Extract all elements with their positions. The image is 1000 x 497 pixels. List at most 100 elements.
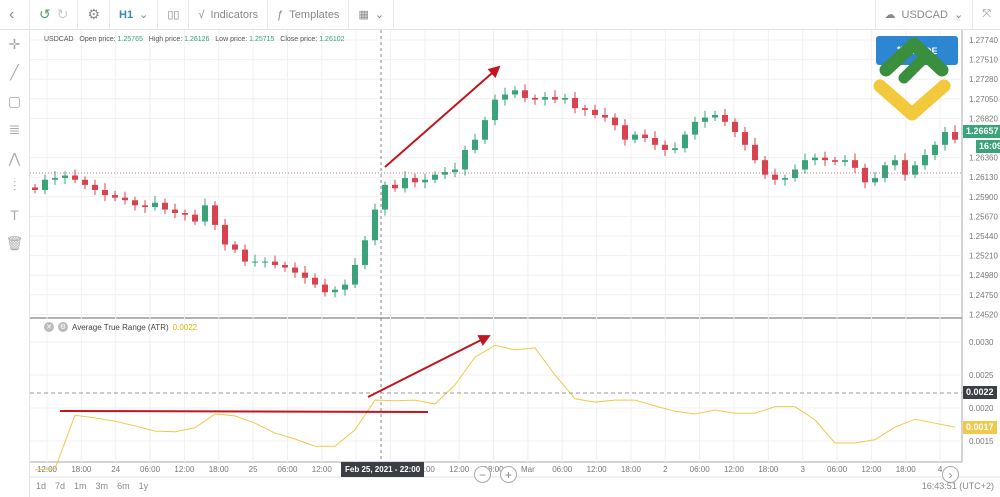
fullscreen-icon[interactable]: ⤧: [982, 8, 991, 20]
candle-up: [482, 120, 488, 140]
price-tick-label: 1.27740: [969, 36, 998, 45]
candle-down: [772, 174, 778, 180]
candle-down: [122, 197, 128, 201]
candle-up: [492, 99, 498, 121]
candle-up: [562, 97, 568, 100]
candle-up: [812, 157, 818, 161]
candle-up: [452, 169, 458, 173]
candle-up: [922, 155, 928, 166]
symbol-label: USDCAD: [901, 8, 948, 21]
close-label: Close price:: [280, 36, 318, 43]
time-tick-label: 06:00: [552, 465, 573, 474]
pitchfork-icon[interactable]: ⋀: [8, 149, 21, 166]
candle-down: [762, 160, 768, 175]
candle-down: [652, 138, 658, 145]
templates-label: Templates: [289, 8, 340, 21]
candle-up: [692, 121, 698, 135]
range-1d[interactable]: 1d: [36, 481, 47, 491]
candle-down: [412, 178, 418, 183]
candle-down: [322, 284, 328, 293]
settings-gear-icon[interactable]: ⚙: [78, 0, 111, 30]
time-tick-label: 2: [663, 465, 668, 474]
candle-down: [742, 132, 748, 145]
candle-up: [702, 117, 708, 122]
rectangle-icon[interactable]: ▢: [7, 92, 22, 109]
time-tick-label: 18:00: [484, 465, 505, 474]
symbol-dropdown[interactable]: ☁ USDCAD ⌄: [874, 0, 974, 30]
time-tick-label: 06:00: [277, 465, 298, 474]
range-1y[interactable]: 1y: [138, 481, 149, 491]
candle-up: [542, 97, 548, 100]
watermark-logo: [873, 38, 951, 121]
zoom-out-button[interactable]: −: [474, 466, 491, 483]
zoom-in-button[interactable]: +: [500, 466, 517, 483]
candle-down: [172, 209, 178, 213]
calendar-dropdown[interactable]: ▦ ⌄: [349, 0, 395, 30]
close-indicator-icon[interactable]: ✕: [44, 322, 54, 332]
cloud-icon: ☁: [884, 9, 896, 21]
channel-icon[interactable]: ⫶: [12, 178, 17, 195]
atr-tick-label: 0.0020: [969, 404, 994, 413]
price-tick-label: 1.25900: [969, 193, 998, 202]
candle-down: [72, 175, 78, 180]
indicator-value: 0.0022: [172, 322, 198, 332]
candle-down: [292, 267, 298, 273]
time-tick-label: 18:00: [71, 465, 92, 474]
time-tick-label: 12:00: [449, 465, 470, 474]
candle-down: [142, 205, 148, 208]
candle-up: [262, 261, 268, 263]
candle-up: [632, 134, 638, 140]
candle-down: [752, 144, 758, 161]
range-selector: 1d 7d 1m 3m 6m 1y: [36, 481, 148, 491]
candle-up: [932, 144, 938, 156]
time-tick-label: 12:00: [861, 465, 882, 474]
crosshair-icon[interactable]: ✛: [8, 35, 21, 52]
redo-button[interactable]: ↻: [56, 6, 69, 22]
time-tick-label: 3: [800, 465, 805, 474]
fibonacci-icon[interactable]: ≣: [8, 121, 21, 138]
candle-up: [52, 178, 58, 180]
trash-icon[interactable]: 🗑: [5, 235, 24, 252]
candle-up: [512, 90, 518, 95]
chevron-down-icon: ⌄: [374, 9, 385, 21]
text-icon[interactable]: T: [10, 207, 19, 224]
candle-up: [462, 149, 468, 170]
candle-down: [532, 97, 538, 100]
candle-up: [892, 160, 898, 166]
function-icon: ƒ: [277, 8, 284, 21]
range-3m[interactable]: 3m: [95, 481, 109, 491]
candle-down: [132, 200, 138, 206]
templates-button[interactable]: ƒ Templates: [268, 0, 350, 30]
candle-up: [382, 184, 388, 210]
indicators-button[interactable]: √ Indicators: [189, 0, 269, 30]
time-tick-label: 06:00: [415, 465, 436, 474]
indicator-settings-icon[interactable]: ⚙: [58, 322, 68, 332]
candle-up: [422, 179, 428, 183]
candle-down: [212, 205, 218, 225]
scroll-right-button[interactable]: ›: [942, 466, 959, 483]
candle-up: [872, 178, 878, 183]
candle-down: [612, 117, 618, 126]
chart-type-candles-icon[interactable]: ▯▯: [158, 0, 190, 30]
countdown-tag: 16:09: [976, 140, 1000, 153]
candle-down: [572, 97, 578, 109]
candle-up: [942, 132, 948, 145]
chevron-down-icon: ⌄: [953, 9, 964, 21]
candle-down: [182, 212, 188, 215]
time-tick-label: 12:00: [312, 465, 333, 474]
time-tick-label: 12:00: [587, 465, 608, 474]
range-1m[interactable]: 1m: [74, 481, 87, 491]
timeframe-dropdown[interactable]: H1 ⌄: [110, 0, 159, 30]
back-button[interactable]: ‹: [0, 0, 30, 30]
range-7d[interactable]: 7d: [55, 481, 66, 491]
price-tick-label: 1.27050: [969, 95, 998, 104]
price-tick-label: 1.27280: [969, 75, 998, 84]
price-tick-label: 1.25440: [969, 232, 998, 241]
low-value: 1.25715: [249, 36, 275, 43]
trend-line-icon[interactable]: ╱: [10, 64, 19, 81]
undo-button[interactable]: ↺ ↻: [30, 0, 79, 30]
range-6m[interactable]: 6m: [117, 481, 130, 491]
time-tick-label: 18:00: [621, 465, 642, 474]
candle-down: [732, 121, 738, 133]
